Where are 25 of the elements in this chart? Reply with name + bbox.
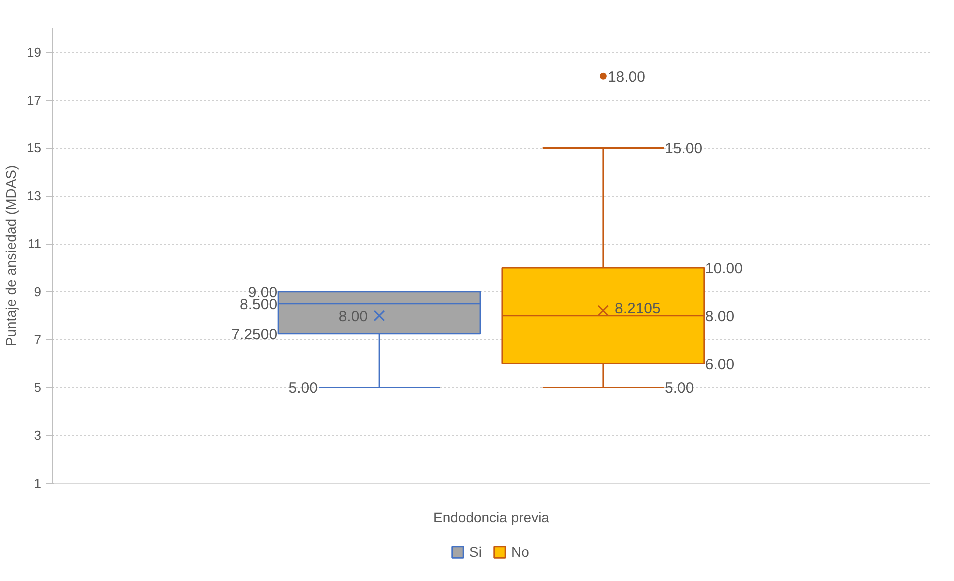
- y-tick-label: 19: [27, 44, 42, 60]
- annotation: 7.2500: [232, 326, 278, 344]
- annotation: 8.500: [240, 296, 278, 314]
- y-tick-label: 3: [34, 428, 42, 444]
- annotation: 5.00: [288, 380, 318, 398]
- y-tick-label: 7: [34, 332, 42, 348]
- annotation: 10.00: [705, 260, 743, 278]
- y-tick-label: 11: [28, 236, 42, 252]
- annotation: 5.00: [665, 380, 694, 398]
- annotation: 8.2105: [614, 300, 661, 318]
- annotation: 18.00: [608, 68, 646, 86]
- legend-label: Si: [470, 544, 483, 560]
- annotation: 6.00: [705, 356, 735, 374]
- y-tick-label: 1: [34, 476, 42, 491]
- y-tick-label: 9: [34, 284, 42, 300]
- annotation: 8.00: [338, 308, 368, 326]
- y-tick-label: 17: [27, 92, 42, 108]
- legend-label: No: [512, 544, 530, 560]
- annotation: 15.00: [665, 140, 703, 158]
- y-tick-label: 15: [27, 140, 42, 156]
- y-tick-label: 13: [27, 188, 42, 204]
- y-tick-label: 5: [34, 380, 42, 396]
- annotation: 8.00: [705, 308, 735, 326]
- x-axis-title: Endodoncia previa: [434, 510, 550, 526]
- y-axis-title: Puntaje de ansiedad (MDAS): [3, 165, 20, 347]
